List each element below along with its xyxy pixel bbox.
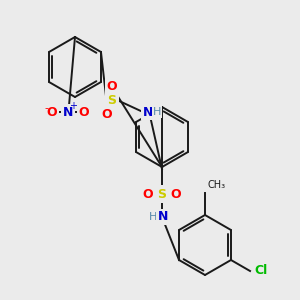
Text: Cl: Cl: [254, 265, 267, 278]
Text: S: S: [158, 188, 166, 200]
Text: +: +: [69, 101, 77, 111]
Text: N: N: [63, 106, 73, 118]
Text: H: H: [153, 107, 161, 117]
Text: N: N: [143, 106, 153, 118]
Text: O: O: [171, 188, 181, 200]
Text: O: O: [107, 80, 117, 92]
Text: O: O: [47, 106, 57, 118]
Text: O: O: [102, 107, 112, 121]
Text: -: -: [44, 103, 48, 113]
Text: CH₃: CH₃: [207, 180, 225, 190]
Text: S: S: [107, 94, 116, 106]
Text: O: O: [79, 106, 89, 118]
Text: O: O: [143, 188, 153, 200]
Text: N: N: [158, 211, 168, 224]
Text: H: H: [148, 212, 157, 222]
